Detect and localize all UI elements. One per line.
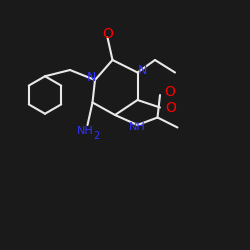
- Text: NH: NH: [129, 122, 146, 132]
- Text: NH: NH: [76, 126, 94, 136]
- Text: O: O: [102, 27, 113, 41]
- Text: N: N: [138, 64, 147, 76]
- Text: N: N: [86, 71, 96, 84]
- Text: O: O: [165, 100, 176, 114]
- Text: 2: 2: [93, 131, 100, 141]
- Text: O: O: [164, 86, 175, 100]
